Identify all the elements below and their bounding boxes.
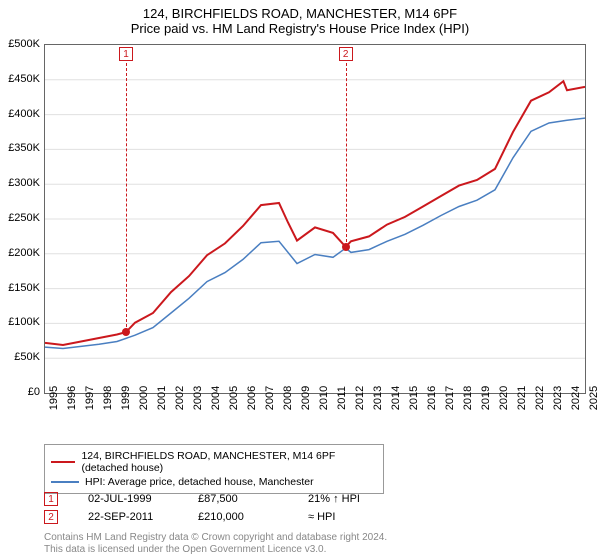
marker-badge-1: 1 xyxy=(119,47,133,61)
legend: 124, BIRCHFIELDS ROAD, MANCHESTER, M14 6… xyxy=(44,444,384,494)
plot-area: 12 xyxy=(44,44,586,394)
xtick-label: 2004 xyxy=(210,386,222,410)
ytick-label: £100K xyxy=(8,316,40,328)
sale-badge-2: 2 xyxy=(44,510,58,524)
legend-swatch-hpi xyxy=(51,481,79,483)
chart-container: 124, BIRCHFIELDS ROAD, MANCHESTER, M14 6… xyxy=(0,0,600,560)
marker-line-1 xyxy=(126,63,127,332)
sales-table: 1 02-JUL-1999 £87,500 21% ↑ HPI 2 22-SEP… xyxy=(44,490,388,526)
xtick-label: 2021 xyxy=(516,386,528,410)
xtick-label: 2006 xyxy=(246,386,258,410)
ytick-label: £500K xyxy=(8,38,40,50)
xtick-label: 2023 xyxy=(552,386,564,410)
marker-line-2 xyxy=(346,63,347,247)
footer-line1: Contains HM Land Registry data © Crown c… xyxy=(44,532,387,544)
xtick-label: 2002 xyxy=(174,386,186,410)
xtick-label: 2020 xyxy=(498,386,510,410)
sale-date-2: 22-SEP-2011 xyxy=(88,511,168,523)
xtick-label: 2000 xyxy=(138,386,150,410)
ytick-label: £350K xyxy=(8,142,40,154)
marker-badge-2: 2 xyxy=(339,47,353,61)
legend-item-property: 124, BIRCHFIELDS ROAD, MANCHESTER, M14 6… xyxy=(51,449,377,475)
ytick-label: £50K xyxy=(14,351,40,363)
xtick-label: 2014 xyxy=(390,386,402,410)
sale-price-1: £87,500 xyxy=(198,493,278,505)
legend-label-property: 124, BIRCHFIELDS ROAD, MANCHESTER, M14 6… xyxy=(81,450,377,474)
xtick-label: 1996 xyxy=(66,386,78,410)
xtick-label: 2017 xyxy=(444,386,456,410)
xtick-label: 2013 xyxy=(372,386,384,410)
ytick-label: £250K xyxy=(8,212,40,224)
sale-row-1: 1 02-JUL-1999 £87,500 21% ↑ HPI xyxy=(44,490,388,508)
xtick-label: 2024 xyxy=(570,386,582,410)
xtick-label: 2001 xyxy=(156,386,168,410)
xtick-label: 2011 xyxy=(336,386,348,410)
xtick-label: 2009 xyxy=(300,386,312,410)
chart-subtitle: Price paid vs. HM Land Registry's House … xyxy=(0,21,600,40)
xtick-label: 2005 xyxy=(228,386,240,410)
xtick-label: 2019 xyxy=(480,386,492,410)
xtick-label: 2025 xyxy=(588,386,600,410)
ytick-label: £400K xyxy=(8,108,40,120)
xtick-label: 2016 xyxy=(426,386,438,410)
footer-line2: This data is licensed under the Open Gov… xyxy=(44,544,387,556)
marker-dot-2 xyxy=(342,243,350,251)
marker-dot-1 xyxy=(122,328,130,336)
ytick-label: £200K xyxy=(8,247,40,259)
xtick-label: 2008 xyxy=(282,386,294,410)
sale-row-2: 2 22-SEP-2011 £210,000 ≈ HPI xyxy=(44,508,388,526)
sale-pct-1: 21% ↑ HPI xyxy=(308,493,388,505)
xtick-label: 1999 xyxy=(120,386,132,410)
ytick-label: £300K xyxy=(8,177,40,189)
xtick-label: 1997 xyxy=(84,386,96,410)
legend-label-hpi: HPI: Average price, detached house, Manc… xyxy=(85,476,314,488)
xtick-label: 1998 xyxy=(102,386,114,410)
sale-pct-2: ≈ HPI xyxy=(308,511,388,523)
ytick-label: £0 xyxy=(28,386,40,398)
chart-title: 124, BIRCHFIELDS ROAD, MANCHESTER, M14 6… xyxy=(0,0,600,21)
xtick-label: 2003 xyxy=(192,386,204,410)
ytick-label: £450K xyxy=(8,73,40,85)
ytick-label: £150K xyxy=(8,282,40,294)
sale-price-2: £210,000 xyxy=(198,511,278,523)
legend-swatch-property xyxy=(51,461,75,463)
xtick-label: 1995 xyxy=(48,386,60,410)
xtick-label: 2022 xyxy=(534,386,546,410)
sale-date-1: 02-JUL-1999 xyxy=(88,493,168,505)
xtick-label: 2012 xyxy=(354,386,366,410)
xtick-label: 2007 xyxy=(264,386,276,410)
footer: Contains HM Land Registry data © Crown c… xyxy=(44,532,387,556)
legend-item-hpi: HPI: Average price, detached house, Manc… xyxy=(51,475,377,489)
xtick-label: 2018 xyxy=(462,386,474,410)
sale-badge-1: 1 xyxy=(44,492,58,506)
xtick-label: 2010 xyxy=(318,386,330,410)
xtick-label: 2015 xyxy=(408,386,420,410)
